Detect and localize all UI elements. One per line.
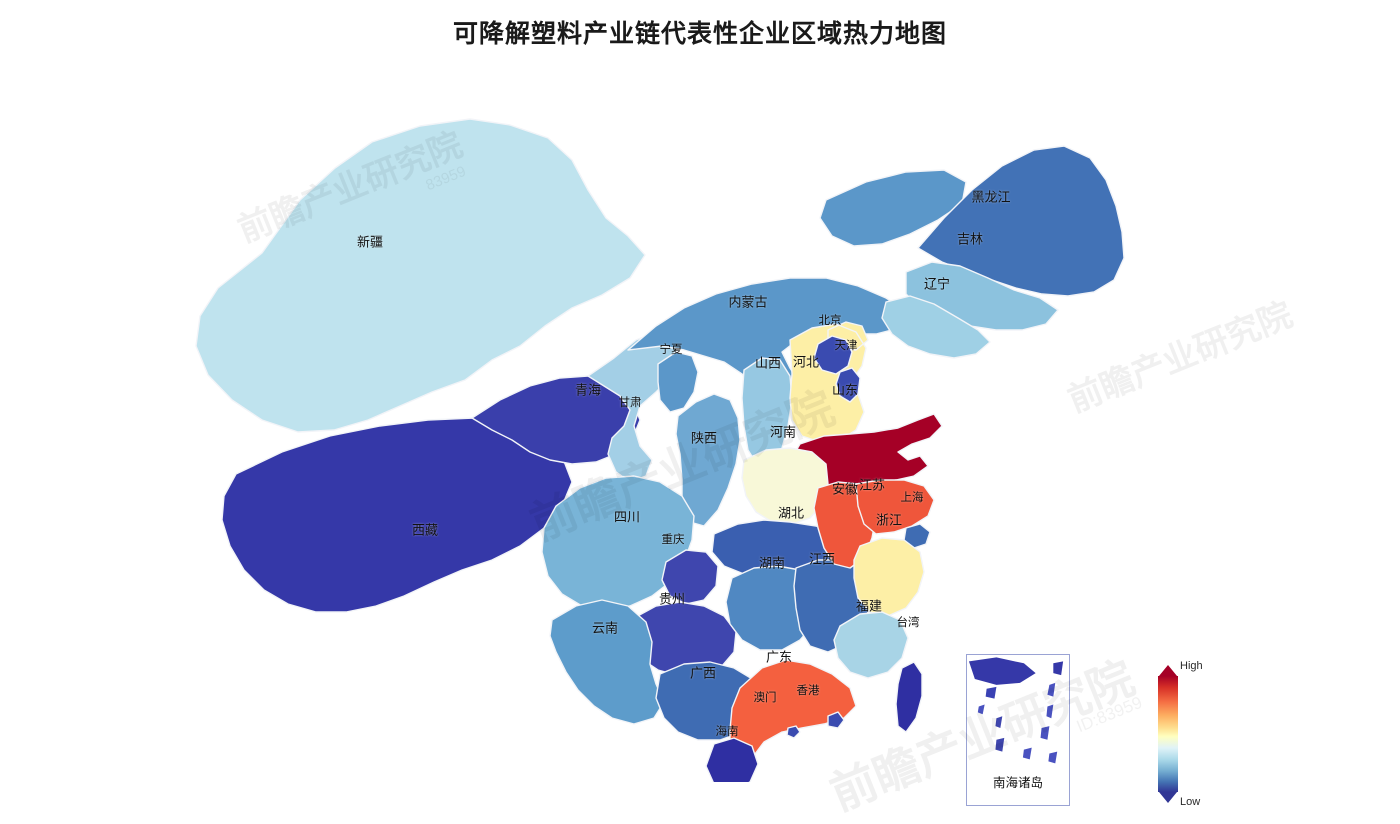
colorbar-bottom-arrow	[1159, 792, 1177, 803]
province-ningxia[interactable]	[657, 351, 699, 413]
south-china-sea-inset[interactable]: 南海诸岛	[966, 654, 1070, 806]
province-chongqing[interactable]	[661, 549, 719, 605]
province-liaoning[interactable]	[881, 295, 991, 359]
province-xizang[interactable]	[221, 417, 573, 613]
legend-high-label: High	[1180, 660, 1203, 672]
province-fujian[interactable]	[833, 611, 909, 679]
province-hainan[interactable]	[705, 737, 759, 782]
province-taiwan[interactable]	[895, 661, 923, 733]
china-heatmap[interactable]: 新疆 西藏 青海 甘肃 宁夏 内蒙古 陕西 山西 河北 北京 天津 山东 河南 黑龙江 吉林 辽宁 四川 重庆 贵州…	[0, 40, 1400, 808]
china-map-svg[interactable]	[0, 40, 1400, 782]
province-yunnan[interactable]	[549, 599, 665, 725]
province-xianggang[interactable]	[827, 711, 845, 729]
province-jiangsu[interactable]	[855, 479, 935, 535]
heatmap-page: 可降解塑料产业链代表性企业区域热力地图	[0, 19, 1400, 822]
province-xinjiang[interactable]	[195, 118, 646, 433]
province-shaanxi[interactable]	[675, 393, 741, 527]
legend-low-label: Low	[1180, 796, 1201, 808]
page-title: 可降解塑料产业链代表性企业区域热力地图	[452, 19, 947, 48]
province-zhejiang[interactable]	[853, 537, 925, 617]
colorbar-top-arrow	[1159, 665, 1177, 676]
south-china-sea-shapes	[968, 657, 1064, 764]
province-beijing[interactable]	[813, 335, 853, 375]
province-tianjin[interactable]	[835, 367, 861, 403]
colorbar-legend: High Low	[1152, 654, 1212, 814]
province-aomen[interactable]	[786, 725, 801, 739]
province-shapes[interactable]	[195, 118, 1125, 782]
colorbar-gradient	[1158, 676, 1178, 792]
